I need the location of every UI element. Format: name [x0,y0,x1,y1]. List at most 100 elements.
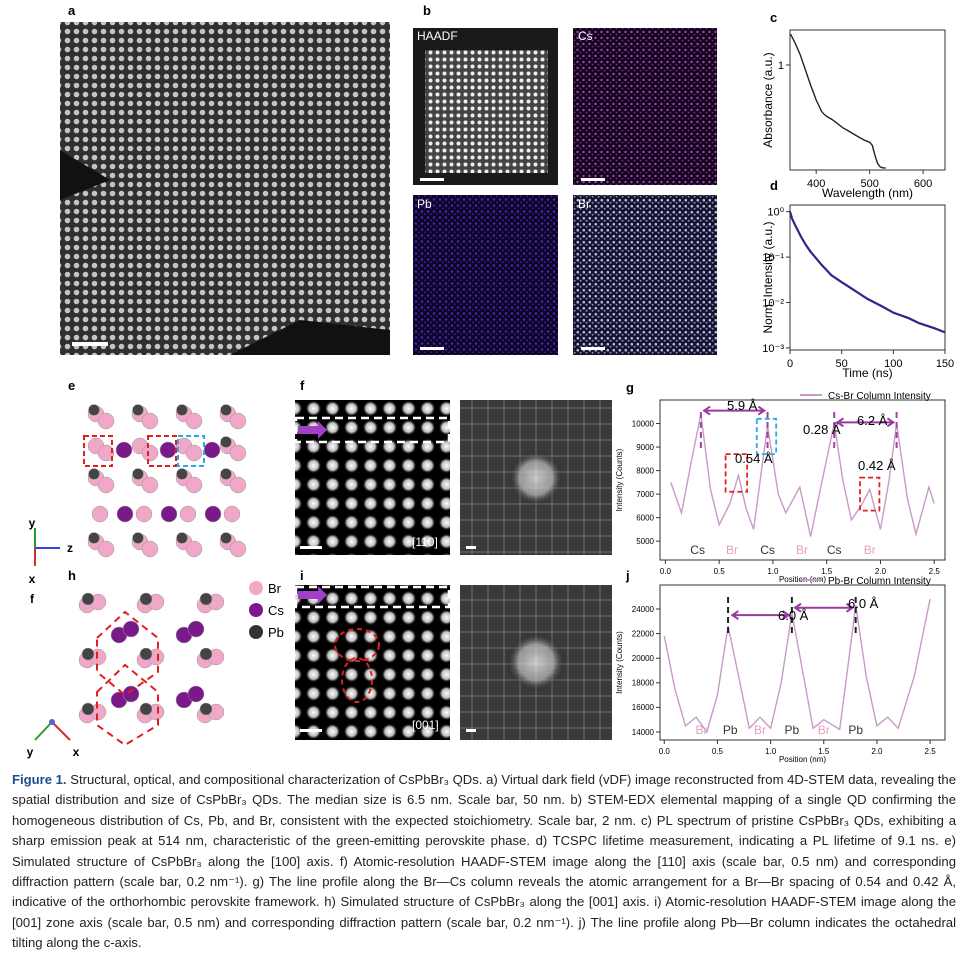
axis-glyph-label: y [27,745,34,759]
atom-label: Br [796,543,808,557]
atom [223,505,241,523]
atom [185,444,203,462]
y-tick-label: 14000 [632,728,655,737]
data-line [788,211,946,334]
atom [203,441,221,459]
spacing-arrow [793,602,855,613]
panel-label: d [770,178,778,193]
atom-label: Pb [848,723,863,737]
annotation: 5.9 Å [727,398,758,413]
atom [97,476,115,494]
axis-glyph-label: x [29,572,36,586]
x-tick-label: 1.0 [767,567,779,576]
x-tick-label: 0 [787,358,793,370]
atom [139,647,153,661]
highlight-box [724,453,749,493]
atom [187,620,205,638]
y-tick-label: 9000 [636,443,654,452]
line-box [294,416,451,609]
atom-label: Br [818,723,830,737]
axis-glyph-label: f [30,592,35,606]
atom [220,436,232,448]
data-line [789,33,886,169]
y-tick-label: 6000 [636,513,654,522]
atom [176,532,188,544]
x-tick-label: 150 [936,358,954,370]
spacing-arrow [835,417,896,428]
atom-label: Pb [785,723,800,737]
legend-label: Cs [268,603,284,618]
x-tick-label: 0.5 [714,567,726,576]
caption-label: Figure 1. [12,772,67,787]
figure: HAADF Cs Pb Br [110] [001] y z x f y x B… [27,3,955,764]
atom [81,647,95,661]
spacing-arrow [702,405,767,416]
zone-axis: [001] [412,718,439,732]
caption: Figure 1. Structural, optical, and compo… [12,770,956,954]
arrow [298,421,327,604]
fft-center [508,450,564,506]
atom [116,505,134,523]
atom [81,702,95,716]
atom [229,412,247,430]
atom-label: Cs [827,543,842,557]
y-tick-label: 1 [778,60,784,72]
plot-frame [659,584,946,741]
axis-glyph-label: y [29,516,36,530]
octahedra [96,663,159,747]
atom [141,444,159,462]
y-tick-label: 18000 [632,679,655,688]
y-tick-label: 10⁻² [762,297,784,309]
x-tick-label: 2.0 [875,567,887,576]
scale-bar [72,342,108,346]
map-label: Br [578,197,590,211]
panel-label: e [68,378,75,393]
x-tick-label: 500 [860,178,878,190]
atom [220,404,232,416]
legend-swatch [249,625,263,639]
legend-label: Cs-Br Column Intensity [828,391,931,402]
atom [135,505,153,523]
panel-label: j [625,568,630,583]
x-axis-label: Position (nm) [779,755,826,764]
atom [185,540,203,558]
legend-swatch [249,603,263,617]
axis-glyph-label: z [67,541,73,555]
atom-label: Br [864,543,876,557]
atom [199,592,213,606]
plot-frame [789,29,946,171]
y-tick-label: 16000 [632,703,655,712]
highlight-box [177,435,205,467]
y-axis-label: Intensity (Counts) [615,448,624,511]
x-tick-label: 1.5 [818,747,830,756]
atom [176,404,188,416]
plot-frame [659,399,946,561]
image-pb [413,195,558,355]
y-tick-label: 10⁻¹ [762,252,784,264]
plot-frame [789,204,946,351]
x-axis-label: Time (ns) [842,366,892,380]
axis-glyph-label: x [73,745,80,759]
image-cs [573,28,717,185]
atom [199,647,213,661]
x-tick-label: 1.5 [821,567,833,576]
highlight-box [755,417,778,456]
image-i [295,585,450,740]
atom [141,540,159,558]
highlight-box [859,476,881,512]
data-line [670,413,935,537]
atom [122,620,140,638]
y-axis-label: Norm. Intensity (a.u.) [761,221,775,333]
atom [97,412,115,430]
x-tick-label: 2.5 [929,567,941,576]
atom-label: Pb [723,723,738,737]
panel-label: a [68,3,76,18]
x-tick-label: 100 [884,358,902,370]
y-tick-label: 10⁻³ [762,343,784,355]
atom-label: Cs [690,543,705,557]
atom-label: Br [754,723,766,737]
panel-label: h [68,568,76,583]
atom [204,505,222,523]
y-tick-label: 7000 [636,490,654,499]
